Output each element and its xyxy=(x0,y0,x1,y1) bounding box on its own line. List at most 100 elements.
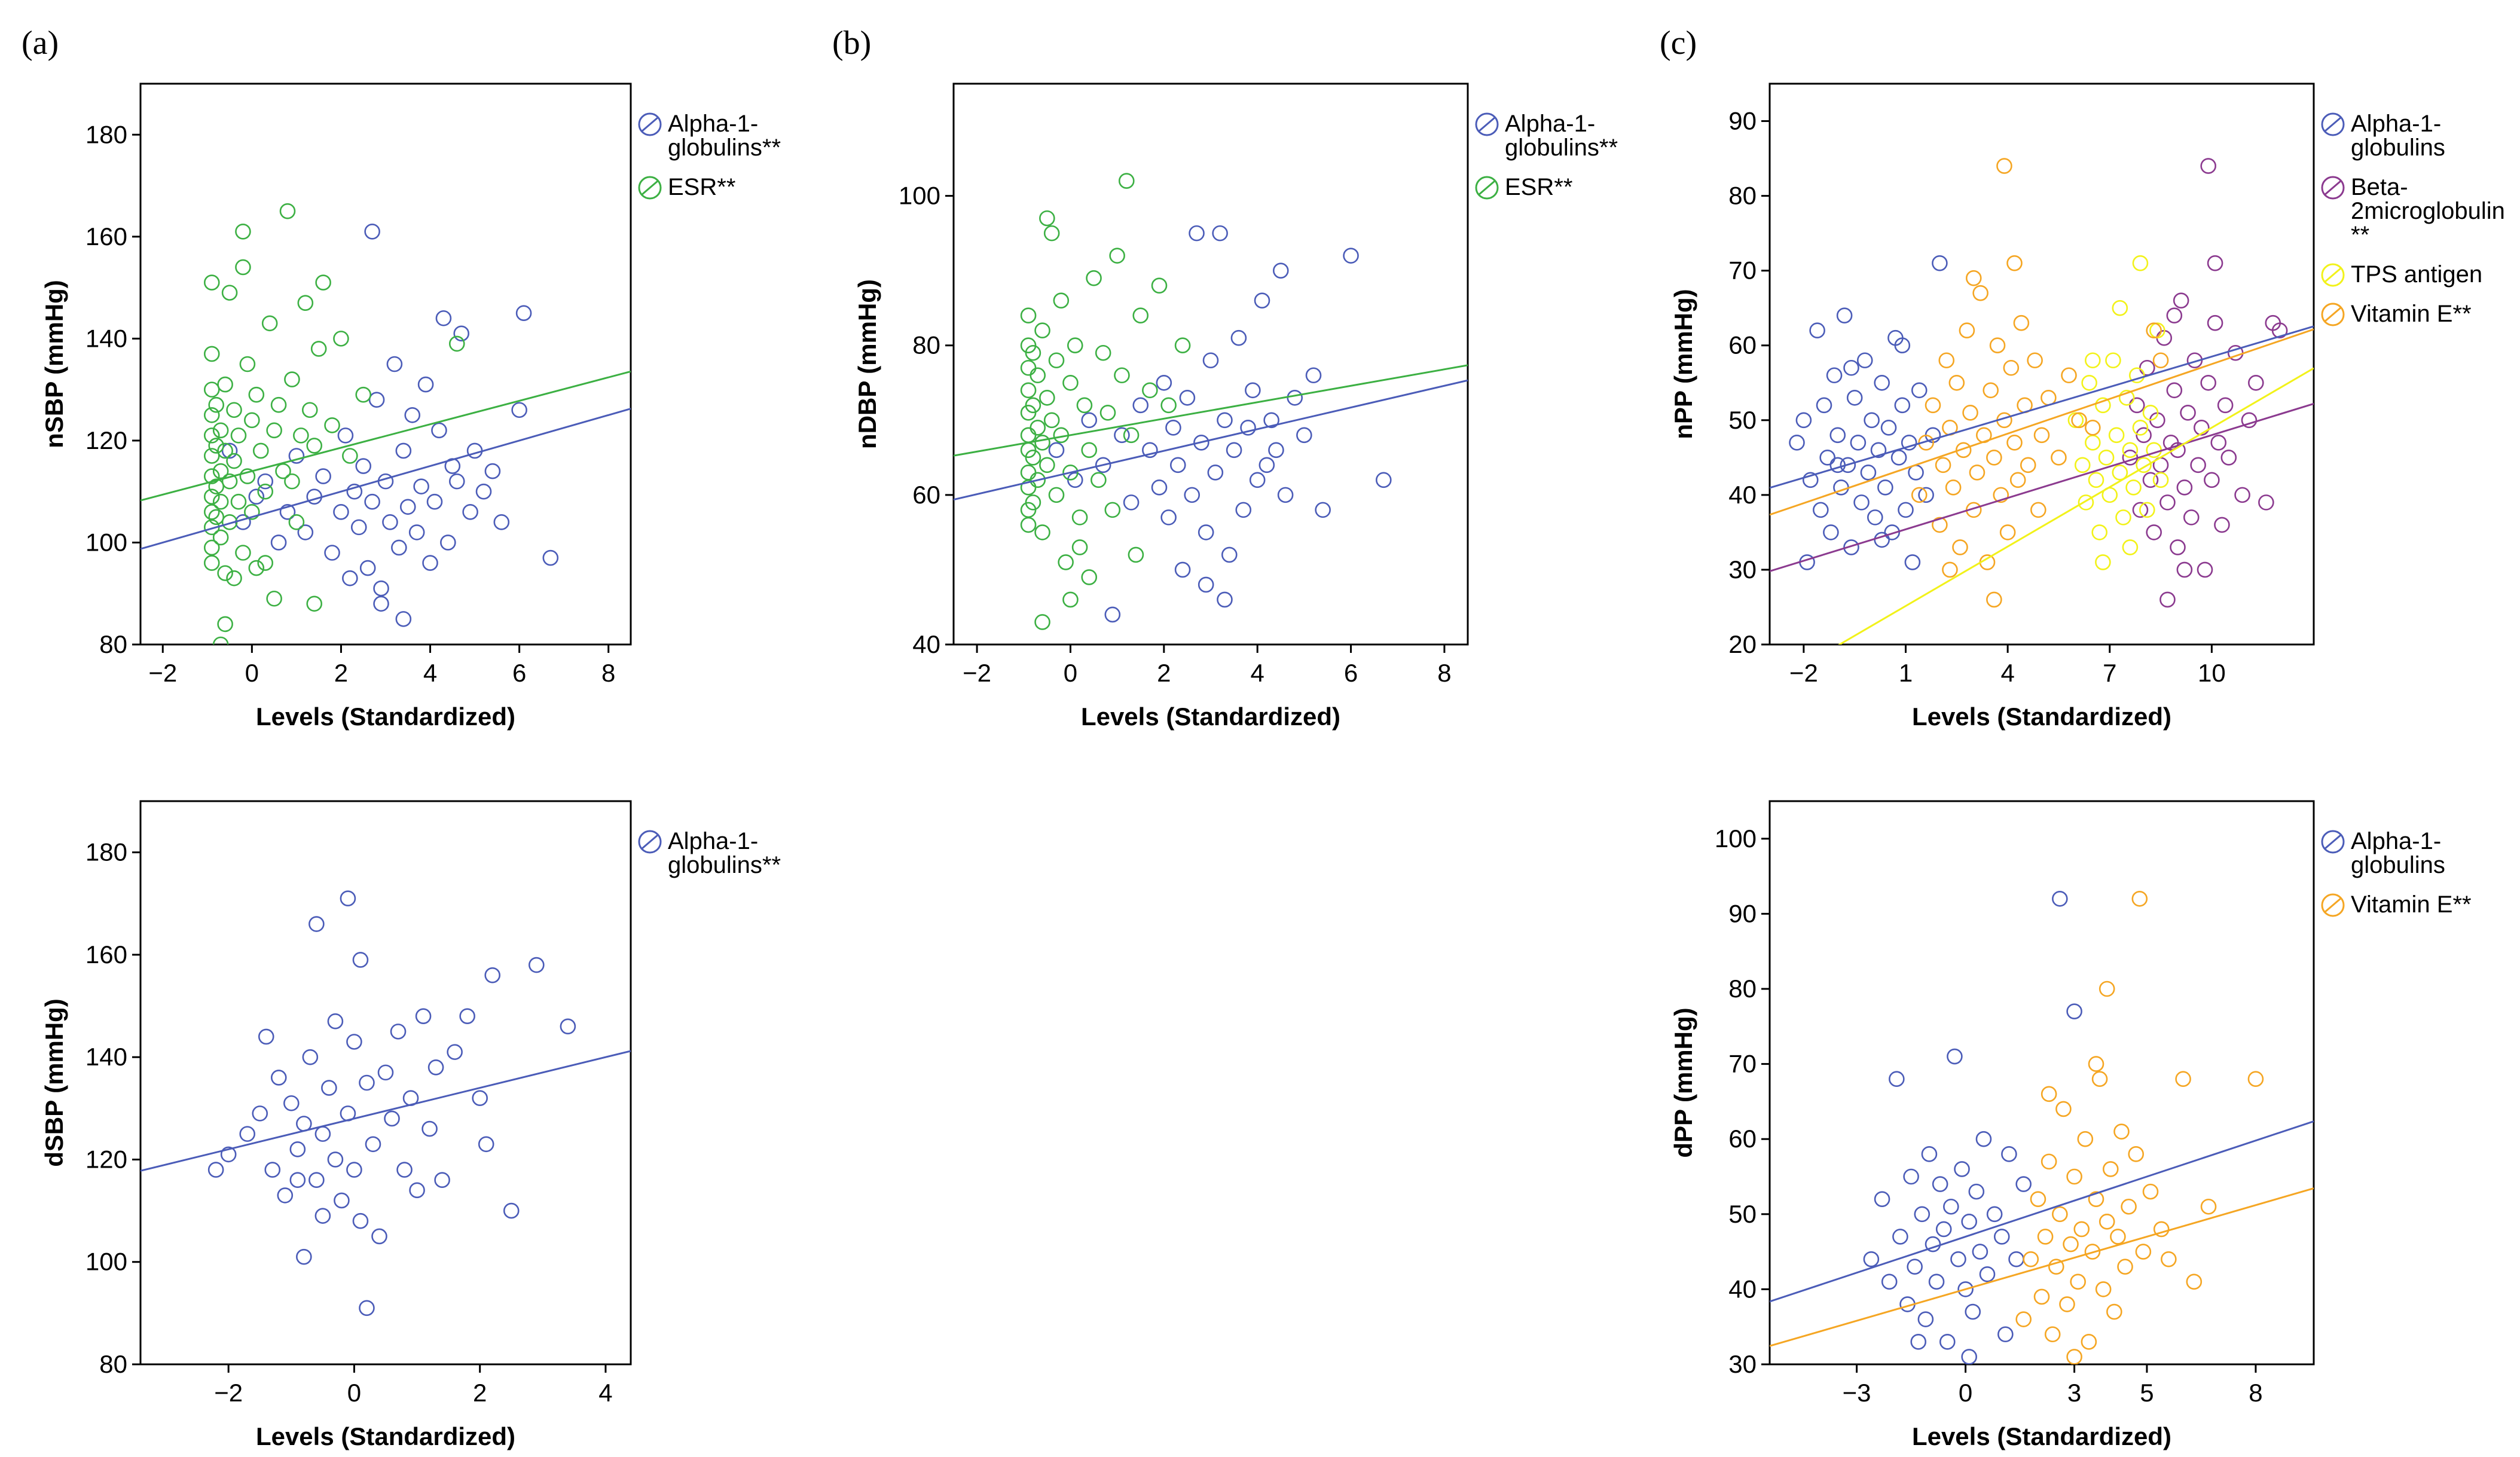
data-point xyxy=(2128,1146,2145,1162)
data-point xyxy=(1034,322,1050,339)
data-point xyxy=(1020,382,1037,399)
y-axis-title: nDBP (mmHg) xyxy=(853,279,881,449)
y-tick-label: 80 xyxy=(99,1350,127,1378)
legend-marker-line xyxy=(641,833,659,850)
data-point xyxy=(2088,1056,2104,1072)
plot-frame xyxy=(1768,83,2315,646)
data-point xyxy=(2078,494,2094,511)
data-point xyxy=(475,483,492,500)
data-point xyxy=(2055,1101,2072,1117)
data-point xyxy=(1217,591,1233,608)
data-point xyxy=(2153,1221,2170,1238)
data-point xyxy=(1076,397,1093,414)
data-point xyxy=(1943,1198,1959,1215)
data-point xyxy=(2070,1273,2086,1290)
data-point xyxy=(277,1187,294,1204)
y-tick-label: 30 xyxy=(1728,1350,1757,1378)
y-axis-title: nSBP (mmHg) xyxy=(40,280,68,448)
data-point xyxy=(1277,487,1294,503)
data-point xyxy=(2095,554,2111,570)
data-point xyxy=(1132,307,1149,324)
data-point xyxy=(2241,412,2258,429)
data-point xyxy=(435,310,452,326)
data-point xyxy=(1104,502,1121,518)
data-point xyxy=(2197,561,2213,578)
data-point xyxy=(208,478,225,494)
data-point xyxy=(2207,314,2223,331)
x-tick-label: 8 xyxy=(601,659,615,687)
data-point xyxy=(2113,1123,2130,1140)
data-point xyxy=(493,514,510,530)
x-axis-title: Levels (Standardized) xyxy=(1912,1422,2171,1450)
data-point xyxy=(203,381,220,398)
data-point xyxy=(288,448,305,464)
data-point xyxy=(1894,337,1911,354)
data-point xyxy=(2132,255,2149,271)
data-point xyxy=(1823,524,1839,540)
fit-line xyxy=(1837,367,2314,644)
data-point xyxy=(1081,412,1098,429)
data-point xyxy=(2146,524,2162,540)
y-tick-label: 140 xyxy=(85,1043,127,1071)
y-tick-label: 40 xyxy=(1728,481,1757,509)
data-point xyxy=(203,468,220,484)
data-point xyxy=(1952,539,1968,555)
data-point xyxy=(542,549,559,566)
legend-label: globulins xyxy=(2351,135,2445,161)
data-point xyxy=(2085,352,2101,369)
data-point xyxy=(1020,465,1037,481)
data-point xyxy=(203,555,220,571)
data-point xyxy=(230,427,247,444)
x-tick-label: 0 xyxy=(1064,659,1077,687)
data-point xyxy=(2200,1198,2217,1215)
data-point xyxy=(212,636,229,644)
data-point xyxy=(2234,487,2250,503)
data-point xyxy=(1947,1048,1963,1065)
data-point xyxy=(408,524,425,540)
data-point xyxy=(1968,1183,1985,1200)
data-point xyxy=(421,1120,438,1137)
data-point xyxy=(1892,1229,1908,1245)
data-point xyxy=(252,442,269,459)
data-point xyxy=(1986,591,2002,608)
data-point xyxy=(364,493,380,510)
data-point xyxy=(1212,225,1228,242)
data-point xyxy=(248,386,265,403)
data-point xyxy=(1020,517,1037,533)
data-point xyxy=(472,1090,488,1106)
data-point xyxy=(270,534,287,551)
y-tick-label: 90 xyxy=(1728,899,1757,927)
data-point xyxy=(212,463,229,479)
data-point xyxy=(2099,981,2115,997)
data-point xyxy=(350,519,367,536)
data-point xyxy=(2166,382,2183,399)
data-point xyxy=(1877,479,1893,496)
data-point xyxy=(2131,890,2148,907)
data-point xyxy=(1315,502,1331,518)
data-point xyxy=(1053,292,1070,308)
data-point xyxy=(257,473,274,490)
data-point xyxy=(1935,457,1951,474)
legend-label: globulins xyxy=(2351,852,2445,878)
data-point xyxy=(293,427,309,444)
data-point xyxy=(431,422,447,439)
data-point xyxy=(1853,494,1870,511)
data-point xyxy=(1193,435,1209,451)
data-point xyxy=(371,1228,387,1245)
data-point xyxy=(1898,502,1914,518)
data-point xyxy=(2180,404,2196,421)
data-point xyxy=(1945,479,1962,496)
data-point xyxy=(2128,367,2145,384)
panel-label-a: (a) xyxy=(22,25,59,62)
x-tick-label: 1 xyxy=(1899,659,1913,687)
data-point xyxy=(2102,1161,2119,1177)
data-point xyxy=(2152,352,2169,369)
y-tick-label: 70 xyxy=(1728,256,1757,285)
data-point xyxy=(1109,248,1125,264)
data-point xyxy=(1259,457,1275,474)
fit-line xyxy=(140,370,631,502)
plot-area xyxy=(140,203,631,644)
data-point xyxy=(1058,554,1074,570)
legend-marker-line xyxy=(2324,306,2342,323)
data-point xyxy=(1889,1071,1905,1088)
